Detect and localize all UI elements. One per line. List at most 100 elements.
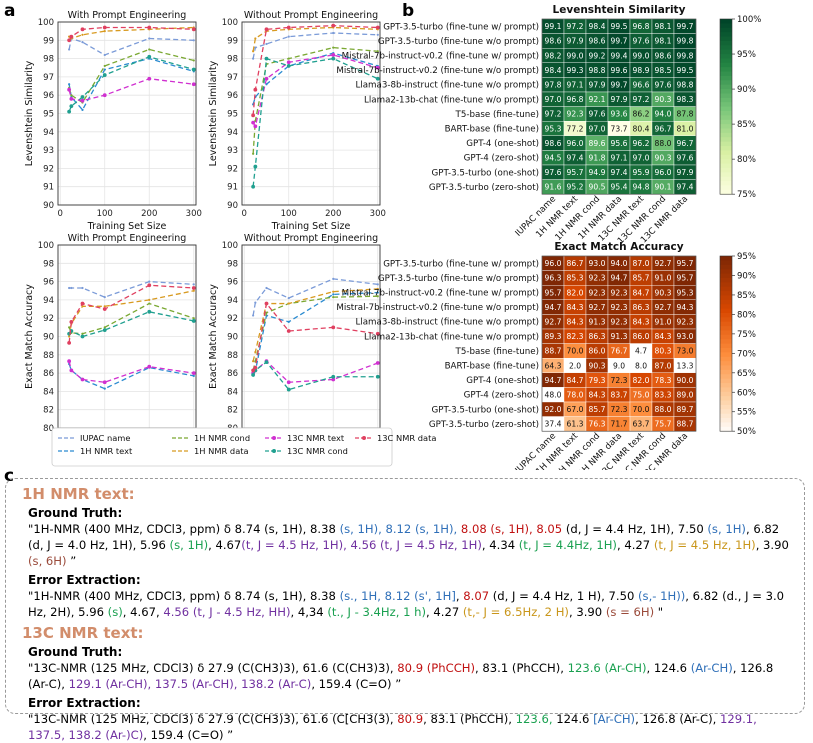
cell-value: 91.6 bbox=[545, 183, 562, 192]
data-point bbox=[103, 326, 106, 329]
cell-value: 84.3 bbox=[567, 318, 584, 327]
text-segment: (s,- 1H)) bbox=[638, 589, 686, 603]
colorbar-segment bbox=[720, 137, 732, 143]
data-point bbox=[103, 68, 106, 71]
data-point bbox=[81, 41, 84, 44]
data-point bbox=[375, 331, 380, 336]
cell-value: 75.7 bbox=[655, 420, 672, 429]
legend-label: 1H NMR cond bbox=[194, 433, 250, 443]
cell-value: 98.8 bbox=[677, 81, 694, 90]
y-tick-label: 88 bbox=[227, 351, 238, 361]
y-tick-label: 86 bbox=[227, 369, 238, 379]
legend-label: 1H NMR text bbox=[80, 446, 133, 456]
data-point bbox=[287, 302, 290, 305]
cell-value: 13.3 bbox=[677, 361, 694, 370]
colorbar-segment bbox=[720, 317, 732, 323]
data-point bbox=[331, 53, 336, 57]
data-point bbox=[70, 94, 73, 97]
colorbar-segment bbox=[720, 132, 732, 138]
cell-value: 89.7 bbox=[677, 405, 694, 414]
text-segment: (t, J = 4.5 Hz, 1H) bbox=[653, 538, 756, 552]
cell-value: 67.0 bbox=[567, 405, 584, 414]
cell-value: 97.6 bbox=[655, 81, 672, 90]
data-point bbox=[332, 31, 335, 35]
data-point bbox=[68, 48, 71, 51]
colorbar-segment bbox=[720, 291, 732, 296]
data-point bbox=[264, 76, 269, 81]
cell-value: 92.1 bbox=[589, 95, 606, 104]
legend-item: 1H NMR text bbox=[58, 446, 133, 456]
colorbar-tick-label: 95% bbox=[737, 50, 756, 60]
data-point bbox=[80, 95, 85, 99]
data-point bbox=[102, 93, 107, 98]
series-13c-nmr-cond bbox=[67, 54, 196, 114]
cell-value: 97.2 bbox=[567, 22, 584, 31]
series-line bbox=[68, 290, 194, 337]
text-segment: , 4.67, bbox=[122, 605, 164, 619]
text-segment: , 126.8 (Ar-C), bbox=[635, 712, 720, 726]
cell-value: 92.0 bbox=[545, 405, 562, 414]
cell-value: 96.0 bbox=[567, 139, 584, 148]
cell-value: 94.3 bbox=[677, 303, 694, 312]
colorbar-segment bbox=[720, 426, 732, 432]
cell-value: 89.6 bbox=[589, 139, 606, 148]
colorbar-segment bbox=[720, 387, 732, 393]
cell-value: 75.0 bbox=[633, 391, 650, 400]
h1-section-title: 1H NMR text: bbox=[22, 485, 135, 503]
text-segment: (s, 1H), 8.12 (s, 1H), bbox=[339, 522, 458, 536]
y-tick-label: 84 bbox=[227, 387, 238, 397]
colorbar-segment bbox=[720, 312, 732, 318]
data-point bbox=[68, 83, 71, 86]
y-tick-label: 82 bbox=[43, 406, 54, 416]
colorbar-segment bbox=[720, 383, 732, 388]
cell-value: 86.2 bbox=[633, 110, 650, 119]
row-label: BART-base (fine-tune) bbox=[445, 125, 539, 135]
colorbar-segment bbox=[720, 256, 732, 261]
data-point bbox=[375, 374, 380, 379]
text-segment: , 83.1 (PhCCH), bbox=[475, 661, 568, 675]
cell-value: 94.7 bbox=[611, 274, 628, 283]
data-point bbox=[192, 39, 195, 42]
text-segment: , 3.90 bbox=[568, 605, 606, 619]
data-point bbox=[67, 341, 72, 345]
colorbar-segment bbox=[720, 80, 732, 86]
y-tick-label: 98 bbox=[43, 55, 54, 65]
x-tick-label: 200 bbox=[141, 209, 157, 219]
cell-value: 97.0 bbox=[545, 95, 562, 104]
text-segment: (d, J = 4.4 Hz, 1H), 7.50 bbox=[562, 522, 708, 536]
colorbar-segment bbox=[720, 45, 732, 51]
data-point bbox=[147, 76, 152, 81]
data-point bbox=[191, 67, 196, 72]
data-point bbox=[264, 301, 269, 306]
x-tick-label: 0 bbox=[242, 209, 247, 219]
c13-ground-truth-text: "13C-NMR (125 MHz, CDCl3) δ 27.9 (C(CH3)… bbox=[28, 660, 792, 692]
text-segment: , 83.1 (PhCCH), bbox=[423, 712, 516, 726]
cell-value: 96.2 bbox=[633, 139, 650, 148]
cell-value: 82.0 bbox=[567, 288, 584, 297]
colorbar-tick-label: 80% bbox=[737, 155, 756, 165]
y-tick-label: 92 bbox=[227, 164, 238, 174]
data-point bbox=[286, 64, 291, 68]
series-13c-nmr-cond bbox=[67, 309, 196, 339]
data-point bbox=[81, 332, 84, 335]
line-charts: 90 91 92 93 94 95 96 97 98 99 100 0 100 200 300 With Pr… bbox=[24, 10, 386, 455]
data-point bbox=[254, 301, 257, 304]
data-point bbox=[148, 302, 151, 305]
series-iupac-name bbox=[252, 277, 379, 317]
colorbar-segment bbox=[720, 365, 732, 371]
data-point bbox=[286, 329, 291, 333]
x-axis-label: Training Set Size bbox=[87, 221, 167, 232]
colorbar-segment bbox=[720, 146, 732, 151]
data-point bbox=[253, 164, 258, 169]
cell-value: 61.3 bbox=[567, 420, 584, 429]
data-point bbox=[191, 27, 196, 32]
data-point bbox=[147, 309, 152, 314]
data-point bbox=[192, 59, 195, 62]
cell-value: 98.2 bbox=[545, 51, 562, 60]
cell-value: 78.0 bbox=[567, 391, 584, 400]
cell-value: 73.0 bbox=[677, 347, 694, 356]
cell-value: 91.8 bbox=[589, 154, 606, 163]
cell-value: 91.3 bbox=[611, 332, 628, 341]
series-line bbox=[252, 302, 378, 371]
row-label: Llama3-8b-instruct (fine-tune w/o prompt… bbox=[355, 81, 539, 91]
